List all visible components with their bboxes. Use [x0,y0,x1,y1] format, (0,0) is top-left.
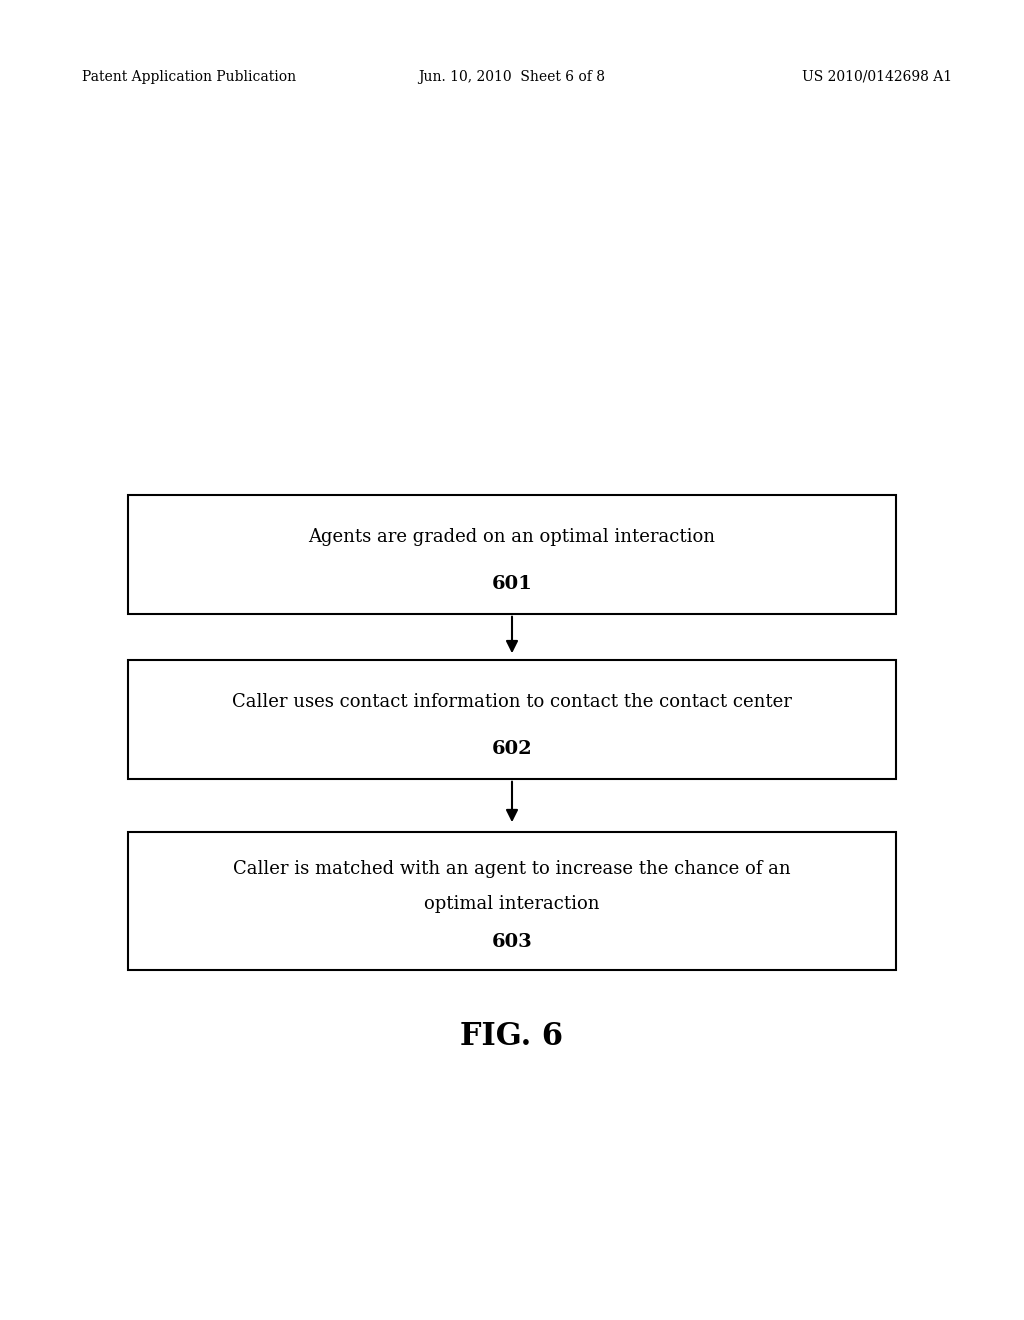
FancyBboxPatch shape [128,495,896,614]
FancyBboxPatch shape [128,832,896,970]
Text: Caller is matched with an agent to increase the chance of an: Caller is matched with an agent to incre… [233,861,791,878]
Text: 601: 601 [492,576,532,593]
Text: 602: 602 [492,741,532,758]
Text: Jun. 10, 2010  Sheet 6 of 8: Jun. 10, 2010 Sheet 6 of 8 [419,70,605,83]
Text: Caller uses contact information to contact the contact center: Caller uses contact information to conta… [232,693,792,710]
Text: 603: 603 [492,933,532,952]
Text: Patent Application Publication: Patent Application Publication [82,70,296,83]
Text: optimal interaction: optimal interaction [424,895,600,912]
FancyBboxPatch shape [128,660,896,779]
Text: US 2010/0142698 A1: US 2010/0142698 A1 [802,70,952,83]
Text: Agents are graded on an optimal interaction: Agents are graded on an optimal interact… [308,528,716,545]
Text: FIG. 6: FIG. 6 [461,1020,563,1052]
